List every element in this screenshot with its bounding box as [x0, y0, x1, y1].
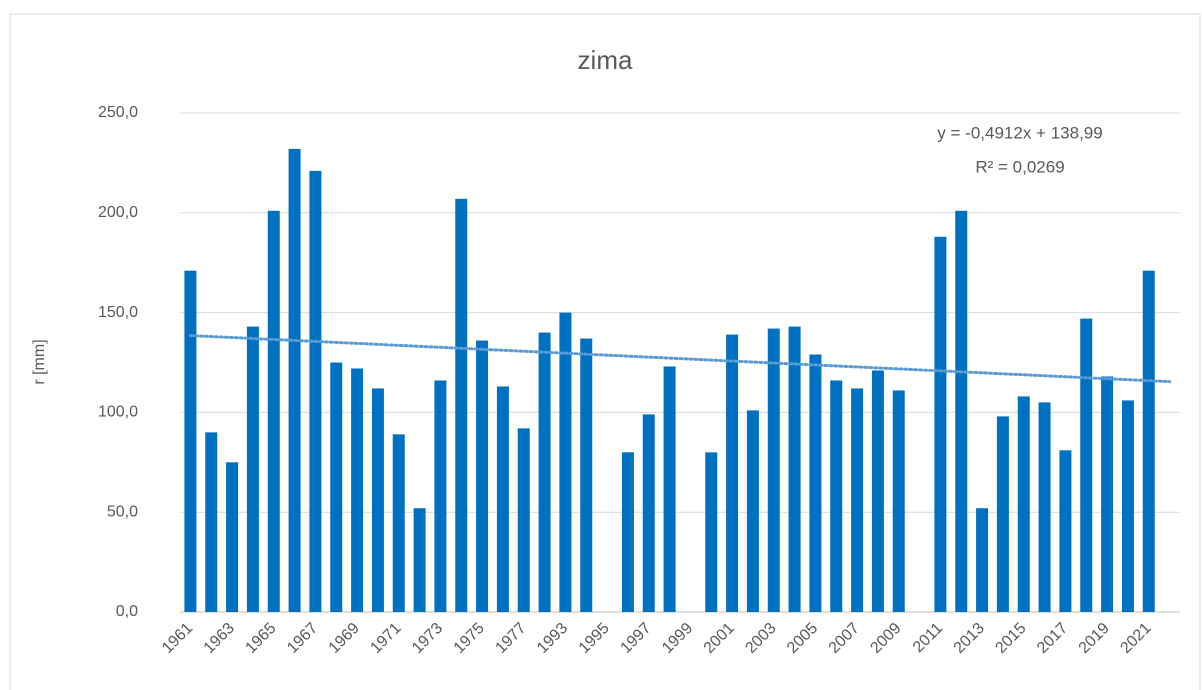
bar	[788, 326, 801, 612]
bar	[1121, 400, 1134, 612]
bar	[621, 452, 634, 612]
bar	[726, 334, 739, 612]
bar	[351, 368, 364, 612]
bar	[642, 414, 655, 612]
bar	[746, 410, 759, 612]
bar	[309, 170, 322, 612]
bar	[517, 428, 530, 612]
bar	[1038, 402, 1051, 612]
y-tick-label: 200,0	[98, 204, 138, 221]
bar	[1142, 270, 1155, 612]
bar	[288, 148, 301, 613]
bar	[205, 432, 218, 612]
bar	[996, 416, 1009, 612]
bar	[955, 210, 968, 612]
bar	[392, 434, 405, 612]
bar	[267, 210, 280, 612]
bar	[830, 380, 843, 612]
bar	[892, 390, 905, 612]
y-tick-label: 0,0	[116, 603, 138, 620]
bar	[246, 326, 259, 612]
bar	[851, 388, 864, 612]
chart-title: zima	[578, 45, 633, 75]
bar	[184, 270, 197, 612]
trend-r2: R² = 0,0269	[975, 157, 1064, 176]
bar	[330, 362, 343, 612]
bar	[1017, 396, 1030, 612]
bar	[580, 338, 593, 612]
y-axis-label: r [mm]	[31, 339, 48, 384]
y-tick-label: 150,0	[98, 304, 138, 321]
bar	[871, 370, 884, 612]
bar	[413, 508, 426, 612]
y-tick-label: 50,0	[107, 503, 138, 520]
bar	[455, 198, 468, 612]
bar	[934, 236, 947, 612]
bar	[559, 312, 572, 612]
bar	[809, 354, 822, 612]
bar	[705, 452, 718, 612]
bar	[538, 332, 551, 612]
bar	[496, 386, 509, 612]
bar	[476, 340, 489, 612]
bar	[663, 366, 676, 612]
bar	[371, 388, 384, 612]
y-tick-label: 250,0	[98, 104, 138, 121]
bar	[434, 380, 447, 612]
bar	[767, 328, 780, 612]
bar	[226, 462, 239, 612]
y-tick-label: 100,0	[98, 404, 138, 421]
bar	[1059, 450, 1072, 612]
trendline	[188, 334, 1172, 384]
bar	[976, 508, 989, 612]
bar	[1080, 318, 1093, 612]
bar	[1101, 376, 1114, 612]
trend-equation: y = -0,4912x + 138,99	[937, 123, 1102, 142]
